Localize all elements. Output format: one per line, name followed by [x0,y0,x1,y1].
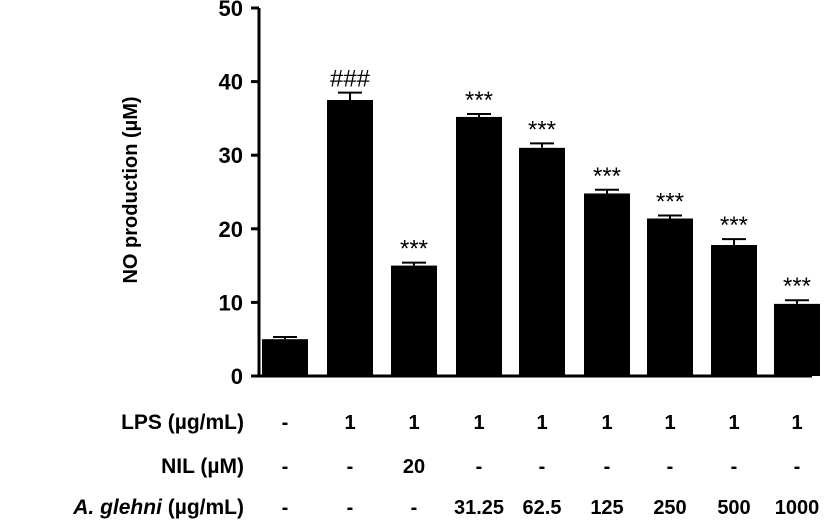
table-cell: 1 [473,412,484,434]
table-cell: 1 [664,412,675,434]
table-cell: 31.25 [454,497,504,519]
table-cell: 125 [590,497,623,519]
bar [391,265,437,376]
y-tick-label: 30 [219,143,243,168]
table-cell: - [282,456,289,478]
significance-label: ### [330,66,371,93]
table-cell: 62.5 [523,497,562,519]
table-cell: - [731,456,738,478]
y-tick-label: 10 [219,290,243,315]
table-cell: - [347,497,354,519]
table-cell: - [794,456,801,478]
y-tick-label: 40 [219,70,243,95]
table-cell: - [411,497,418,519]
row-label-aglehni: A. glehni (µg/mL) [72,496,244,519]
bar [262,339,308,376]
table-cell: - [282,497,289,519]
bar [647,218,693,376]
table-cell: 20 [403,456,425,478]
table-cell: 1000 [775,497,820,519]
table-cell: 1 [344,412,355,434]
table-cell: 1 [728,412,739,434]
table-cell: - [667,456,674,478]
table-cell: 1 [408,412,419,434]
row-label-lps: LPS (µg/mL) [121,411,244,434]
table-cell: 500 [717,497,750,519]
row-label-nil: NIL (µM) [161,455,244,478]
table-cell: 250 [653,497,686,519]
significance-label: *** [465,87,493,114]
significance-label: *** [720,212,748,239]
table-cell: - [282,412,289,434]
bar [456,116,502,376]
table-cell: 1 [601,412,612,434]
table-cell: - [539,456,546,478]
y-tick-label: 50 [219,0,243,21]
table-cell: - [604,456,611,478]
table-cell: 1 [791,412,802,434]
table-cell: - [476,456,483,478]
table-cell: 1 [536,412,547,434]
y-tick-label: 0 [231,364,243,389]
bar [519,147,565,376]
bar [584,193,630,376]
significance-label: *** [528,116,556,143]
significance-label: *** [593,163,621,190]
significance-label: *** [656,189,684,216]
bar [711,244,757,376]
significance-label: *** [783,273,811,300]
bar [327,100,373,376]
y-axis-label: NO production (µM) [120,96,142,283]
significance-label: *** [400,236,428,263]
table-cell: - [347,456,354,478]
y-tick-label: 20 [219,217,243,242]
bar [774,303,820,376]
